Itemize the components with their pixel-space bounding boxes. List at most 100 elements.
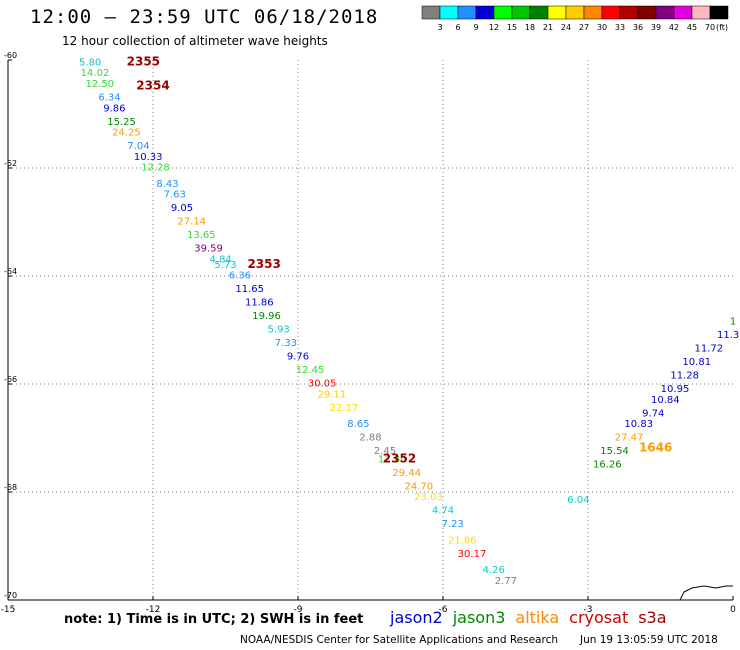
pass-time-label: 2355 xyxy=(127,54,160,68)
legend-bin-label: 39 xyxy=(651,23,661,32)
wave-height-label: 24.70 xyxy=(405,481,434,492)
wave-height-label: 30.17 xyxy=(458,549,487,560)
wave-height-label: 9.86 xyxy=(103,103,125,114)
wave-height-label: 10.95 xyxy=(661,384,690,395)
footnote: note: 1) Time is in UTC; 2) SWH is in fe… xyxy=(64,612,364,627)
y-tick-label: -62 xyxy=(4,159,17,168)
wave-height-label: 7.33 xyxy=(275,338,297,349)
wave-height-label: 27.14 xyxy=(177,217,206,228)
wave-height-label: 10.33 xyxy=(134,152,163,163)
wave-height-label: 1 xyxy=(730,317,736,328)
wave-height-label: 7.63 xyxy=(164,190,186,201)
pass-time-label: 2353 xyxy=(247,257,280,271)
wave-height-label: 15.54 xyxy=(600,446,629,457)
wave-height-label: 11.3 xyxy=(717,330,739,341)
wave-height-label: 23.03 xyxy=(414,492,443,503)
legend-swatch xyxy=(655,5,675,20)
legend-bin-label: 9 xyxy=(473,23,478,32)
x-tick-label: -15 xyxy=(1,605,16,615)
wave-height-label: 21.86 xyxy=(448,535,477,546)
wave-height-label: 7.23 xyxy=(442,519,464,530)
legend-bin-label: 30 xyxy=(597,23,607,32)
satellite-legend: jason2 jason3 altika cryosat s3a xyxy=(390,608,677,627)
legend-swatch xyxy=(457,5,477,20)
x-tick-label: -9 xyxy=(294,605,303,615)
legend-bin-label: 45 xyxy=(687,23,697,32)
legend-bin-label: 3 xyxy=(437,23,442,32)
chart-subtitle: 12 hour collection of altimeter wave hei… xyxy=(62,34,328,48)
y-tick-label: -68 xyxy=(4,483,17,492)
wave-height-label: 14.02 xyxy=(81,68,110,79)
wave-height-label: 8.65 xyxy=(347,419,369,430)
pass-time-label: 2352 xyxy=(383,451,416,465)
wave-height-label: 2.45 xyxy=(374,446,396,457)
legend-swatch xyxy=(475,5,495,20)
wave-height-label: 4.26 xyxy=(483,565,505,576)
credit-line: NOAA/NESDIS Center for Satellite Applica… xyxy=(240,634,558,646)
wave-height-label: 8.43 xyxy=(156,179,178,190)
wave-height-label: 10.84 xyxy=(651,395,680,406)
y-tick-label: -70 xyxy=(4,591,17,600)
legend-swatch xyxy=(421,5,441,20)
wave-height-label: 29.44 xyxy=(392,468,421,479)
satellite-name: jason3 xyxy=(452,608,506,627)
legend-swatch xyxy=(619,5,639,20)
wave-height-label: 19.96 xyxy=(252,311,281,322)
wave-height-label: 12.45 xyxy=(296,365,325,376)
legend-bin-label: 12 xyxy=(489,23,499,32)
legend-swatch xyxy=(637,5,657,20)
wave-height-label: 9.74 xyxy=(642,408,664,419)
legend-swatch xyxy=(709,5,729,20)
legend-swatch xyxy=(565,5,585,20)
legend-bin-label: 15 xyxy=(507,23,517,32)
legend-swatch xyxy=(529,5,549,20)
chart-title: 12:00 – 23:59 UTC 06/18/2018 xyxy=(30,6,379,28)
satellite-name: s3a xyxy=(638,608,667,627)
legend-bin-label: 70 xyxy=(705,23,715,32)
wave-height-label: 6.04 xyxy=(567,495,589,506)
wave-height-label: 22.17 xyxy=(330,403,359,414)
x-tick-label: -12 xyxy=(146,605,161,615)
wave-height-label: 29.11 xyxy=(318,390,347,401)
y-tick-label: -64 xyxy=(4,267,17,276)
legend-swatch xyxy=(493,5,513,20)
wave-height-label: 6.36 xyxy=(229,271,251,282)
wave-height-label: 24.25 xyxy=(112,128,141,139)
wave-height-label: 2.77 xyxy=(495,576,517,587)
coastline xyxy=(679,585,733,601)
x-tick-label: 0 xyxy=(730,605,736,615)
pass-time-label: 2354 xyxy=(136,79,169,93)
wave-height-label: 2.88 xyxy=(359,433,381,444)
wave-height-label: 5.93 xyxy=(268,325,290,336)
wave-height-label: 5.73 xyxy=(214,260,236,271)
wave-height-label: 12.28 xyxy=(141,163,170,174)
legend-swatch xyxy=(691,5,711,20)
wave-height-label: 9.05 xyxy=(171,203,193,214)
legend-swatch xyxy=(673,5,693,20)
wave-height-label: 11.28 xyxy=(670,371,699,382)
wave-height-label: 11.72 xyxy=(695,344,724,355)
satellite-name: cryosat xyxy=(569,608,629,627)
legend-swatch xyxy=(583,5,603,20)
satellite-name: jason2 xyxy=(390,608,443,627)
wave-height-label: 15.25 xyxy=(107,117,136,128)
generated-timestamp: Jun 19 13:05:59 UTC 2018 xyxy=(580,634,718,646)
legend-bin-label: 36 xyxy=(633,23,643,32)
wave-height-label: 12.50 xyxy=(86,79,115,90)
wave-height-label: 4.74 xyxy=(432,506,454,517)
wave-height-label: 16.26 xyxy=(593,460,622,471)
legend-bin-label: 6 xyxy=(455,23,460,32)
legend-swatch xyxy=(601,5,621,20)
wave-height-label: 6.34 xyxy=(98,93,120,104)
wave-height-label: 13.65 xyxy=(187,230,216,241)
x-tick-label: -6 xyxy=(439,605,448,615)
wave-height-label: 12.80 xyxy=(378,454,407,465)
legend-bin-label: 21 xyxy=(543,23,553,32)
wave-height-label: 39.59 xyxy=(194,244,223,255)
legend-bin-label: 42 xyxy=(669,23,679,32)
wave-height-label: 5.80 xyxy=(79,57,101,68)
wave-height-label: 11.86 xyxy=(245,298,274,309)
wave-height-label: 11.65 xyxy=(235,284,264,295)
legend-bin-label: 27 xyxy=(579,23,589,32)
